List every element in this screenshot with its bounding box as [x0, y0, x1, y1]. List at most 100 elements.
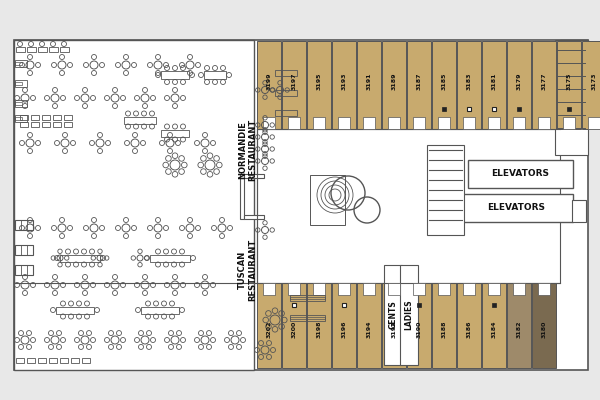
Bar — [240, 174, 244, 219]
Bar — [31, 115, 39, 120]
Bar — [557, 41, 581, 129]
Text: 3181: 3181 — [491, 72, 497, 90]
Bar — [513, 117, 525, 129]
Bar — [567, 107, 571, 111]
Text: 3187: 3187 — [416, 72, 421, 90]
Bar — [290, 295, 325, 301]
Bar — [282, 283, 306, 368]
Text: 3182: 3182 — [517, 321, 521, 338]
Bar — [290, 317, 325, 319]
Bar — [400, 265, 418, 365]
Text: 3198: 3198 — [317, 321, 322, 338]
Bar — [82, 358, 90, 363]
Bar — [49, 358, 57, 363]
Bar — [513, 283, 525, 295]
Bar — [492, 107, 496, 111]
Bar — [460, 194, 573, 222]
Bar — [288, 283, 300, 295]
Text: ELEVATORS: ELEVATORS — [487, 204, 545, 212]
Bar — [463, 283, 475, 295]
Bar — [388, 117, 400, 129]
Bar — [257, 41, 281, 129]
Bar — [60, 254, 100, 262]
Bar — [338, 117, 350, 129]
Bar — [15, 100, 27, 107]
Bar — [42, 115, 50, 120]
Bar — [432, 283, 456, 368]
Bar — [467, 107, 471, 111]
Bar — [31, 122, 39, 127]
Bar — [290, 297, 325, 299]
Text: 3177: 3177 — [542, 72, 547, 90]
Bar — [275, 90, 297, 96]
Bar — [275, 70, 297, 76]
Bar — [357, 283, 381, 368]
Bar — [15, 265, 33, 275]
Text: 3191: 3191 — [367, 72, 371, 90]
Bar — [14, 40, 254, 370]
Bar — [332, 283, 356, 368]
Bar — [282, 41, 306, 129]
Text: 3192: 3192 — [392, 321, 397, 338]
Bar — [16, 358, 24, 363]
Bar — [538, 283, 550, 295]
Bar — [20, 115, 28, 120]
Bar — [457, 283, 481, 368]
Bar — [482, 283, 506, 368]
Text: 3183: 3183 — [467, 72, 472, 90]
Bar — [27, 358, 35, 363]
Bar — [538, 117, 550, 129]
Bar — [407, 41, 431, 129]
Bar — [588, 117, 600, 129]
Bar — [141, 306, 179, 314]
Bar — [492, 303, 496, 307]
Bar — [382, 283, 406, 368]
Bar — [307, 283, 331, 368]
Text: 3175: 3175 — [566, 72, 571, 90]
Bar — [21, 220, 27, 230]
Bar — [532, 283, 556, 368]
Bar — [560, 40, 588, 115]
Bar — [49, 47, 58, 52]
Bar — [15, 117, 22, 120]
Bar — [21, 245, 27, 255]
Bar — [310, 175, 345, 225]
Bar — [382, 41, 406, 129]
Text: 3189: 3189 — [392, 72, 397, 90]
Bar — [432, 41, 456, 129]
Bar — [64, 122, 72, 127]
Bar — [427, 145, 464, 235]
Bar — [438, 283, 450, 295]
Bar — [582, 41, 600, 129]
Bar — [307, 41, 331, 129]
Bar — [15, 245, 33, 255]
Text: LADIES: LADIES — [404, 300, 413, 330]
Bar — [15, 60, 27, 67]
Bar — [263, 283, 275, 295]
Bar — [38, 358, 46, 363]
Bar — [20, 122, 28, 127]
Bar — [457, 41, 481, 129]
Text: 3179: 3179 — [517, 72, 521, 90]
Bar — [21, 265, 27, 275]
Bar — [363, 283, 375, 295]
Text: 3199: 3199 — [266, 72, 271, 90]
Text: 3184: 3184 — [491, 321, 497, 338]
Bar — [563, 117, 575, 129]
Bar — [257, 283, 281, 368]
Bar — [15, 220, 33, 230]
Bar — [438, 117, 450, 129]
Bar — [64, 115, 72, 120]
Text: 3188: 3188 — [442, 321, 446, 338]
Bar — [532, 41, 556, 129]
Text: 3197: 3197 — [292, 72, 296, 90]
Text: 3200: 3200 — [292, 321, 296, 338]
Bar — [442, 107, 446, 111]
Bar — [60, 47, 69, 52]
Bar — [244, 174, 264, 178]
Text: ELEVATORS: ELEVATORS — [491, 170, 550, 178]
Bar — [363, 117, 375, 129]
Text: 3202: 3202 — [266, 321, 271, 338]
Bar — [288, 117, 300, 129]
Bar — [555, 40, 588, 155]
